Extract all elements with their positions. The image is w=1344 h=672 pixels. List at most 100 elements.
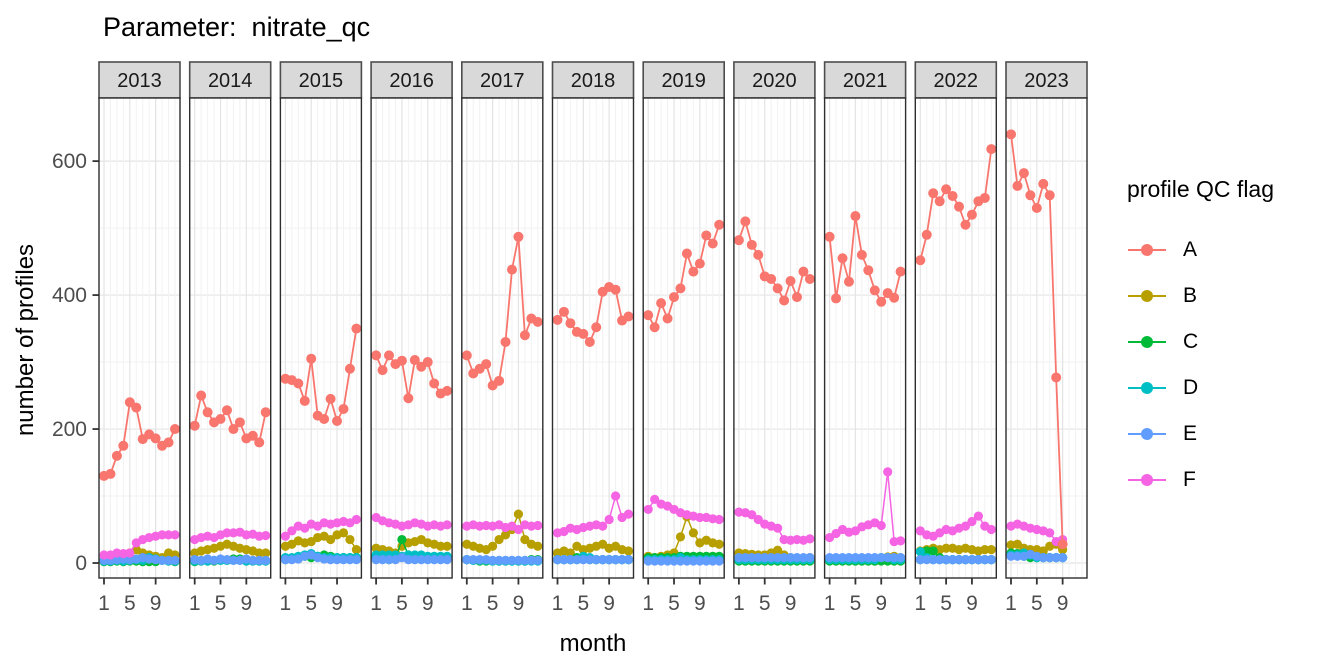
x-tick-label: 1: [824, 592, 836, 615]
x-tick-label: 5: [487, 592, 499, 615]
panel-background: [824, 98, 906, 578]
panel-background: [189, 98, 271, 578]
data-point-A: [941, 184, 952, 195]
data-point-E: [973, 555, 983, 565]
data-point-A: [610, 284, 621, 295]
data-point-A: [519, 330, 530, 341]
data-point-F: [170, 530, 180, 540]
data-point-E: [675, 556, 686, 566]
panel-border: [1005, 97, 1088, 579]
data-point-E: [500, 555, 511, 565]
data-point-E: [980, 555, 990, 565]
data-point-E: [837, 553, 848, 563]
data-point-E: [468, 555, 478, 565]
data-point-A: [202, 407, 213, 418]
data-point-E: [805, 553, 815, 563]
data-point-E: [163, 555, 174, 565]
panel-border: [823, 97, 907, 579]
data-point-E: [345, 555, 355, 565]
data-point-A: [150, 433, 161, 444]
data-point-F: [876, 520, 886, 531]
data-point-E: [792, 553, 802, 563]
y-tick-label: 0: [75, 552, 87, 575]
data-point-E: [572, 555, 582, 565]
data-point-E: [831, 553, 841, 563]
data-point-A: [643, 310, 654, 321]
x-tick-label: 1: [370, 592, 382, 615]
data-point-A: [461, 350, 472, 361]
facet-strip-label: 2017: [480, 70, 525, 92]
legend-label: A: [1183, 238, 1198, 261]
data-point-E: [248, 555, 258, 565]
data-point-F: [125, 548, 135, 558]
data-point-A: [1018, 168, 1029, 179]
data-point-A: [707, 238, 718, 249]
data-point-E: [915, 555, 925, 565]
facet-strip: [370, 61, 453, 99]
data-point-A: [552, 314, 563, 325]
data-point-A: [986, 144, 997, 155]
data-point-E: [423, 555, 433, 565]
data-point-B: [533, 541, 543, 551]
facet-strip: [914, 61, 998, 99]
panel-border: [370, 97, 453, 579]
data-point-A: [1031, 203, 1042, 214]
panel-background: [461, 98, 543, 578]
data-point-A: [442, 385, 453, 396]
data-point-A: [681, 248, 692, 259]
data-point-E: [773, 553, 783, 563]
data-point-A: [915, 255, 926, 266]
data-point-A: [1044, 190, 1055, 201]
data-point-A: [105, 468, 116, 479]
x-tick-label: 9: [875, 592, 887, 615]
y-tick-label: 200: [52, 418, 87, 441]
x-tick-label: 9: [240, 592, 252, 615]
legend-label: F: [1183, 468, 1196, 491]
data-point-F: [442, 520, 452, 530]
data-point-A: [558, 306, 569, 317]
legend-key-icon: [1127, 289, 1167, 303]
data-point-B: [338, 528, 349, 538]
data-point-E: [922, 555, 932, 565]
facet-strip-label: 2023: [1024, 70, 1069, 92]
data-point-B: [436, 541, 446, 551]
panel-border: [279, 97, 363, 579]
data-point-E: [941, 555, 951, 565]
data-point-A: [889, 292, 900, 303]
legend-item-D: D: [1127, 365, 1337, 411]
x-tick-label: 1: [914, 592, 926, 615]
data-point-A: [494, 375, 505, 386]
data-point-A: [260, 407, 271, 418]
data-point-F: [714, 514, 724, 525]
legend-item-F: F: [1127, 457, 1337, 503]
facet-strip: [551, 61, 635, 99]
y-axis-label: number of profiles: [12, 243, 39, 437]
data-point-A: [694, 258, 705, 269]
data-point-E: [475, 555, 485, 565]
data-point-A: [791, 292, 802, 303]
panel-border: [98, 97, 181, 579]
data-point-E: [844, 553, 854, 563]
data-point-A: [785, 276, 796, 287]
data-point-E: [1038, 553, 1048, 563]
facet-strip-label: 2019: [661, 70, 706, 92]
data-point-A: [934, 196, 945, 207]
data-point-A: [247, 430, 258, 441]
x-tick-label: 5: [668, 592, 680, 615]
data-point-A: [960, 219, 971, 230]
panel-background: [915, 98, 997, 578]
data-point-A: [954, 201, 965, 212]
data-point-F: [623, 509, 634, 519]
data-point-F: [773, 523, 783, 533]
data-point-E: [338, 555, 349, 565]
x-tick-label: 1: [280, 592, 292, 615]
data-point-E: [876, 553, 886, 563]
data-point-A: [804, 274, 815, 285]
x-tick-label: 9: [150, 592, 162, 615]
data-point-E: [656, 556, 666, 566]
data-point-E: [1058, 553, 1068, 563]
panel-border: [551, 97, 635, 579]
data-point-B: [688, 528, 698, 538]
data-point-A: [746, 239, 757, 250]
data-point-F: [753, 514, 763, 525]
